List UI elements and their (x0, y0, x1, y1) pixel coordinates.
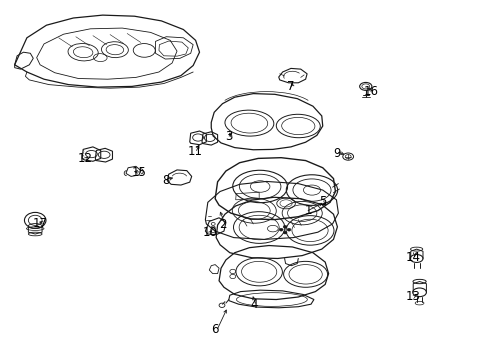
Polygon shape (15, 15, 199, 87)
Text: 9: 9 (333, 147, 341, 159)
Text: 16: 16 (364, 85, 378, 98)
Circle shape (286, 228, 290, 231)
Text: 2: 2 (218, 219, 226, 231)
Text: 6: 6 (211, 323, 219, 336)
Text: 4: 4 (250, 298, 258, 311)
Circle shape (279, 228, 283, 231)
Circle shape (283, 231, 286, 234)
Text: 5: 5 (318, 195, 326, 208)
Text: 13: 13 (405, 291, 420, 303)
Text: 17: 17 (33, 217, 47, 230)
Text: 3: 3 (224, 130, 232, 143)
Circle shape (283, 225, 286, 228)
Text: 15: 15 (132, 166, 146, 179)
Text: 1: 1 (304, 204, 311, 217)
Text: 11: 11 (188, 145, 203, 158)
Text: 10: 10 (203, 226, 217, 239)
Text: 7: 7 (286, 80, 294, 93)
Text: 8: 8 (162, 174, 170, 186)
Text: 12: 12 (78, 152, 93, 165)
Text: 14: 14 (405, 251, 420, 264)
